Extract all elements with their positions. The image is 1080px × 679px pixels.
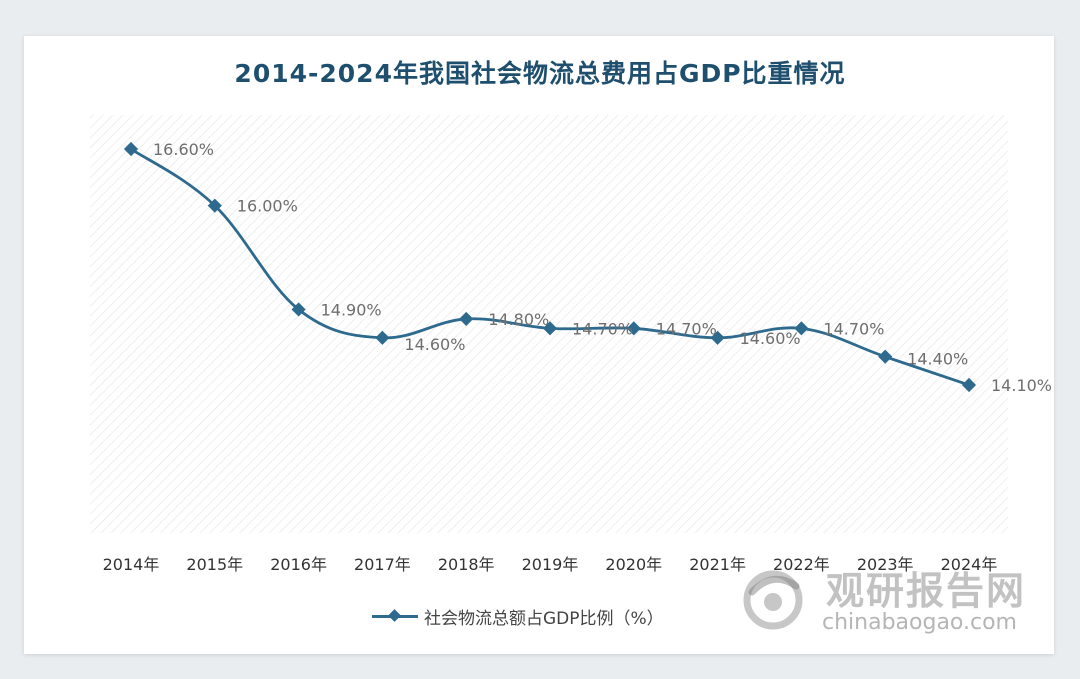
chart-title: 2014-2024年我国社会物流总费用占GDP比重情况 [234, 59, 846, 88]
legend-line-icon [372, 608, 418, 622]
data-label: 14.40% [907, 350, 968, 369]
data-label: 14.70% [656, 319, 717, 338]
data-label: 14.70% [823, 319, 884, 338]
watermark: 观研报告网 chinabaogao.com [738, 556, 1058, 646]
x-tick-label: 2017年 [354, 555, 411, 574]
data-point-marker [710, 330, 725, 345]
data-point-marker [961, 377, 977, 393]
data-point-marker [459, 311, 474, 326]
legend-label: 社会物流总额占GDP比例（%） [424, 609, 664, 629]
data-label: 14.60% [740, 329, 801, 348]
data-label: 14.90% [321, 300, 382, 319]
data-label: 14.60% [404, 335, 465, 354]
data-point-marker [291, 302, 306, 317]
data-point-marker [375, 330, 390, 345]
data-point-marker [207, 198, 222, 213]
x-tick-label: 2021年 [689, 555, 746, 574]
watermark-brand: 观研报告网 [826, 569, 1027, 613]
watermark-url: chinabaogao.com [822, 610, 1017, 635]
x-tick-label: 2023年 [857, 555, 914, 574]
data-label: 14.80% [488, 310, 549, 329]
data-label: 14.10% [991, 376, 1052, 395]
legend: 社会物流总额占GDP比例（%） [372, 604, 664, 629]
x-tick-label: 2024年 [941, 555, 998, 574]
watermark-logo-icon [743, 570, 803, 630]
x-tick-label: 2018年 [438, 555, 495, 574]
x-tick-label: 2014年 [103, 555, 160, 574]
data-point-marker [626, 321, 641, 336]
x-tick-label: 2015年 [186, 555, 243, 574]
data-label: 14.70% [572, 319, 633, 338]
data-label: 16.60% [153, 140, 214, 159]
data-point-marker [878, 349, 893, 364]
x-tick-label: 2016年 [270, 555, 327, 574]
x-tick-label: 2020年 [605, 555, 662, 574]
x-tick-label: 2022年 [773, 555, 830, 574]
data-point-marker [542, 321, 558, 336]
legend-diamond-icon [388, 608, 401, 622]
x-tick-label: 2019年 [522, 555, 579, 574]
data-label: 16.00% [237, 197, 298, 216]
data-point-marker [794, 321, 809, 336]
